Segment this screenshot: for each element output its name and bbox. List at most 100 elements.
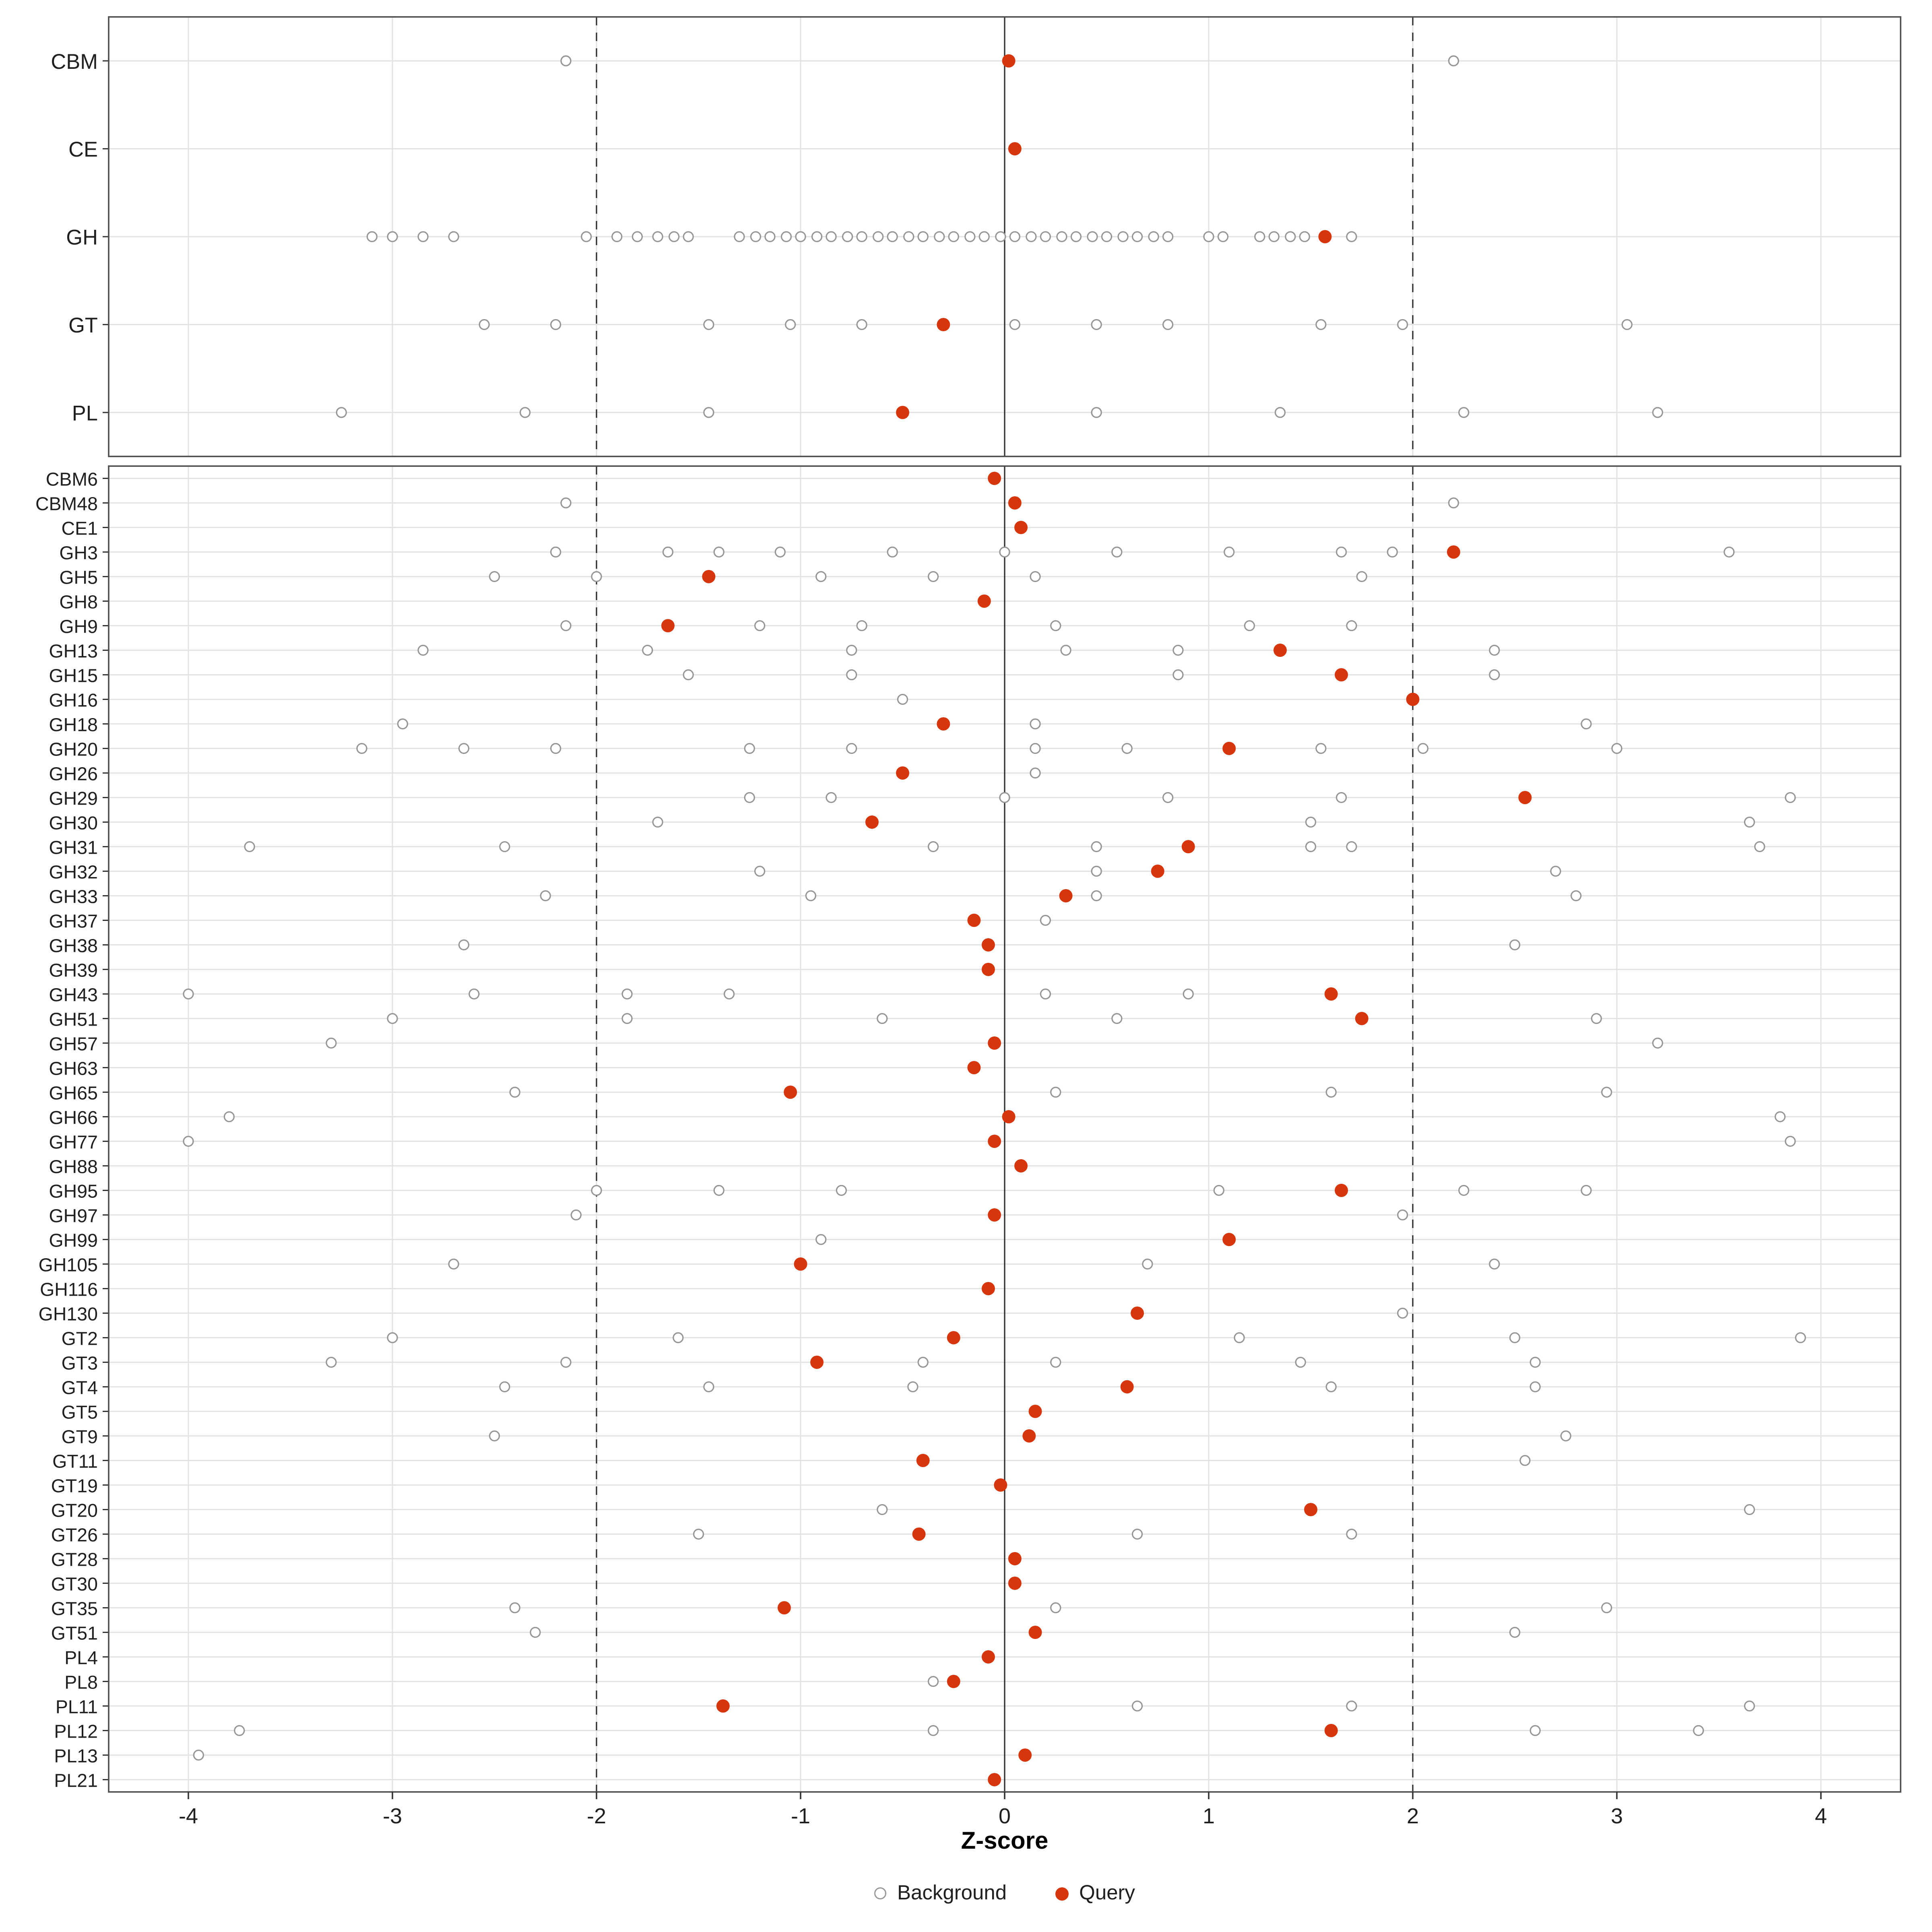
row-label: GT28	[51, 1549, 98, 1570]
background-point	[632, 231, 643, 242]
background-point	[489, 571, 500, 582]
row-label: GH33	[49, 886, 98, 907]
background-point	[826, 792, 837, 803]
background-point	[499, 1381, 510, 1393]
background-point	[846, 644, 857, 656]
query-point	[777, 1601, 791, 1614]
background-point	[723, 988, 735, 1000]
background-point	[877, 1504, 888, 1515]
background-point	[550, 319, 561, 330]
query-point	[977, 594, 991, 608]
background-point	[703, 407, 714, 418]
background-point	[927, 571, 939, 582]
query-point	[981, 1650, 995, 1664]
background-point	[1530, 1356, 1541, 1368]
query-point	[810, 1356, 824, 1369]
background-point	[836, 1185, 847, 1196]
background-point	[1050, 1602, 1061, 1614]
row-label: PL21	[54, 1770, 98, 1791]
background-point	[1724, 546, 1735, 558]
background-point	[1070, 231, 1082, 242]
background-point	[479, 319, 490, 330]
background-point	[183, 1135, 194, 1147]
background-point	[1183, 988, 1194, 1000]
row-label: CBM48	[35, 493, 98, 514]
background-point	[1795, 1332, 1806, 1344]
background-point	[1744, 1504, 1755, 1515]
background-point	[856, 620, 867, 632]
background-point	[903, 231, 914, 242]
background-point	[387, 231, 398, 242]
background-point	[652, 231, 663, 242]
background-point	[1213, 1185, 1225, 1196]
background-point	[1091, 865, 1102, 877]
x-tick-label: 0	[999, 1804, 1011, 1828]
background-point	[1417, 743, 1428, 754]
background-point	[805, 890, 817, 902]
row-label: PL13	[54, 1745, 98, 1766]
query-point	[1518, 791, 1532, 804]
row-label: GH65	[49, 1082, 98, 1103]
query-point	[981, 963, 995, 976]
query-point	[988, 1135, 1001, 1148]
background-point	[1050, 620, 1061, 632]
background-point	[530, 1627, 541, 1638]
background-point	[570, 1209, 582, 1221]
query-point	[1318, 230, 1332, 244]
background-point	[509, 1086, 520, 1098]
query-point	[1335, 1184, 1348, 1197]
query-point	[1181, 840, 1195, 853]
query-point	[1028, 1405, 1042, 1418]
query-point	[994, 1478, 1007, 1492]
row-label: GH43	[49, 984, 98, 1005]
background-point	[580, 231, 592, 242]
query-point	[716, 1699, 730, 1713]
background-point	[934, 231, 945, 242]
query-point	[988, 1208, 1001, 1222]
query-point	[794, 1257, 807, 1271]
background-point	[1101, 231, 1113, 242]
x-tick-label: 2	[1407, 1804, 1419, 1828]
query-point	[1059, 889, 1073, 902]
background-point	[1285, 231, 1296, 242]
background-point	[366, 231, 378, 242]
background-point	[560, 55, 572, 66]
background-point	[1295, 1356, 1306, 1368]
row-label: GH8	[59, 591, 98, 612]
query-point	[988, 472, 1001, 485]
query-point	[1131, 1307, 1144, 1320]
background-point	[1030, 767, 1041, 779]
background-point	[784, 319, 796, 330]
background-point	[591, 571, 602, 582]
query-point	[1355, 1012, 1368, 1025]
row-label: GH63	[49, 1058, 98, 1079]
background-point	[1117, 231, 1129, 242]
query-point	[967, 1061, 981, 1074]
row-label: PL8	[64, 1672, 98, 1693]
background-point	[1121, 743, 1133, 754]
row-label: CE	[68, 138, 98, 161]
row-label: PL4	[64, 1647, 98, 1668]
background-point	[887, 546, 898, 558]
background-point	[713, 1185, 724, 1196]
query-point	[947, 1331, 960, 1344]
background-point	[877, 1013, 888, 1024]
panel-category-summary: CBM CE GH GT PL	[51, 16, 1901, 457]
row-label: GT2	[62, 1328, 98, 1349]
background-point	[683, 231, 694, 242]
background-point	[734, 231, 745, 242]
background-point	[1509, 1627, 1521, 1638]
background-point	[856, 319, 867, 330]
background-point	[326, 1037, 337, 1049]
row-label: PL	[72, 401, 98, 425]
row-label: GH66	[49, 1107, 98, 1128]
background-point	[1172, 644, 1184, 656]
query-point	[896, 406, 909, 419]
query-point	[1222, 1233, 1236, 1246]
background-point	[550, 546, 561, 558]
row-label: GH130	[39, 1303, 98, 1324]
row-label: GH116	[40, 1279, 98, 1300]
background-point	[1581, 718, 1592, 730]
